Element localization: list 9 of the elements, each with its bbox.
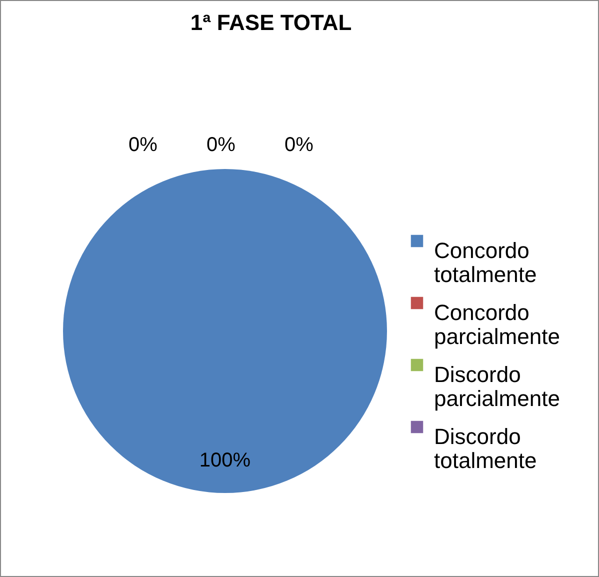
- legend-label: Discordo totalmente: [434, 424, 537, 473]
- text: 0%: [284, 134, 314, 156]
- legend-label: Discordo parcialmente: [434, 362, 560, 411]
- text: 0%: [128, 134, 158, 156]
- legend-label: Concordo parcialmente: [434, 300, 560, 349]
- data-label: 100%: [199, 450, 251, 472]
- legend-label: Concordo totalmente: [434, 238, 537, 287]
- chart-title: 1ª FASE TOTAL: [190, 10, 352, 35]
- text: 0%: [206, 134, 236, 156]
